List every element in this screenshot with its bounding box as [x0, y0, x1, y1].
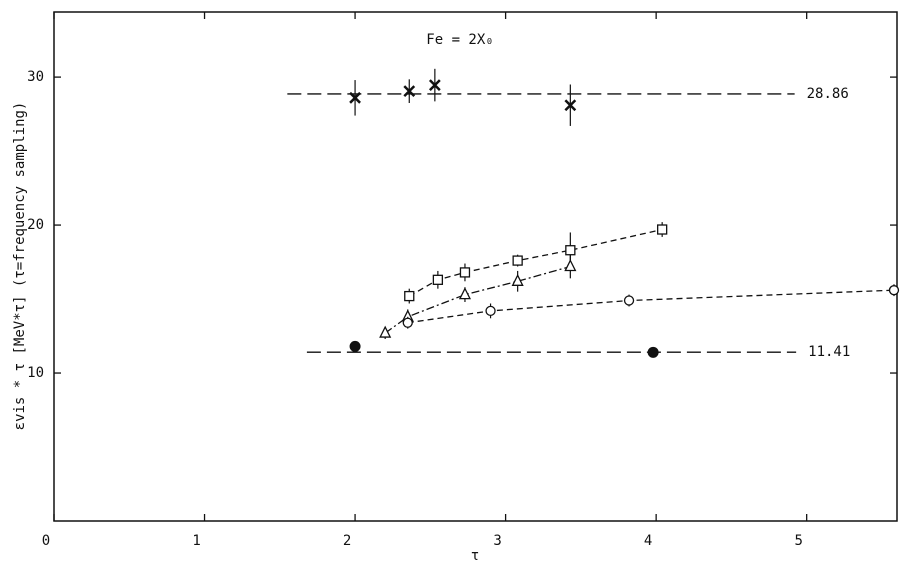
square-marker: [512, 255, 523, 266]
series-line: [408, 228, 663, 297]
square-marker: [657, 224, 668, 235]
square-marker: [459, 267, 471, 278]
annotation: Fe = 2X₀: [426, 32, 493, 48]
cross-marker: [403, 85, 416, 98]
x-tick-label: 4: [644, 533, 652, 549]
cross-marker: [564, 99, 577, 112]
x-tick-label: 2: [343, 533, 351, 549]
y-axis-label: εvis * τ [MeV*τ] (τ=frequency sampling): [12, 102, 28, 431]
x-tick-label: 5: [794, 533, 802, 549]
series-line: [384, 265, 571, 334]
x-axis-label: τ: [471, 548, 479, 564]
circle-marker: [888, 285, 900, 296]
triangle-marker: [564, 259, 577, 272]
dot-marker: [647, 346, 659, 358]
triangle-marker: [458, 287, 472, 300]
plot-frame: [53, 11, 898, 522]
reference-label: 11.41: [808, 344, 850, 360]
circle-marker: [623, 295, 635, 306]
square-marker: [432, 274, 444, 285]
reference-label: 28.86: [807, 86, 849, 102]
circle-marker: [485, 305, 496, 317]
y-tick-label: 20: [27, 217, 44, 233]
y-tick-label: 30: [27, 69, 44, 85]
dot-marker: [349, 340, 361, 352]
cross-marker: [349, 91, 361, 104]
series-line: [407, 289, 895, 324]
triangle-marker: [379, 325, 392, 338]
x-tick-label: 0: [42, 533, 50, 549]
square-marker: [404, 290, 415, 302]
square-marker: [565, 245, 576, 256]
y-tick-label: 10: [27, 365, 44, 381]
triangle-marker: [511, 273, 524, 286]
cross-marker: [428, 79, 441, 91]
x-tick-label: 1: [192, 533, 200, 549]
circle-marker: [402, 317, 413, 328]
x-tick-label: 3: [493, 533, 501, 549]
